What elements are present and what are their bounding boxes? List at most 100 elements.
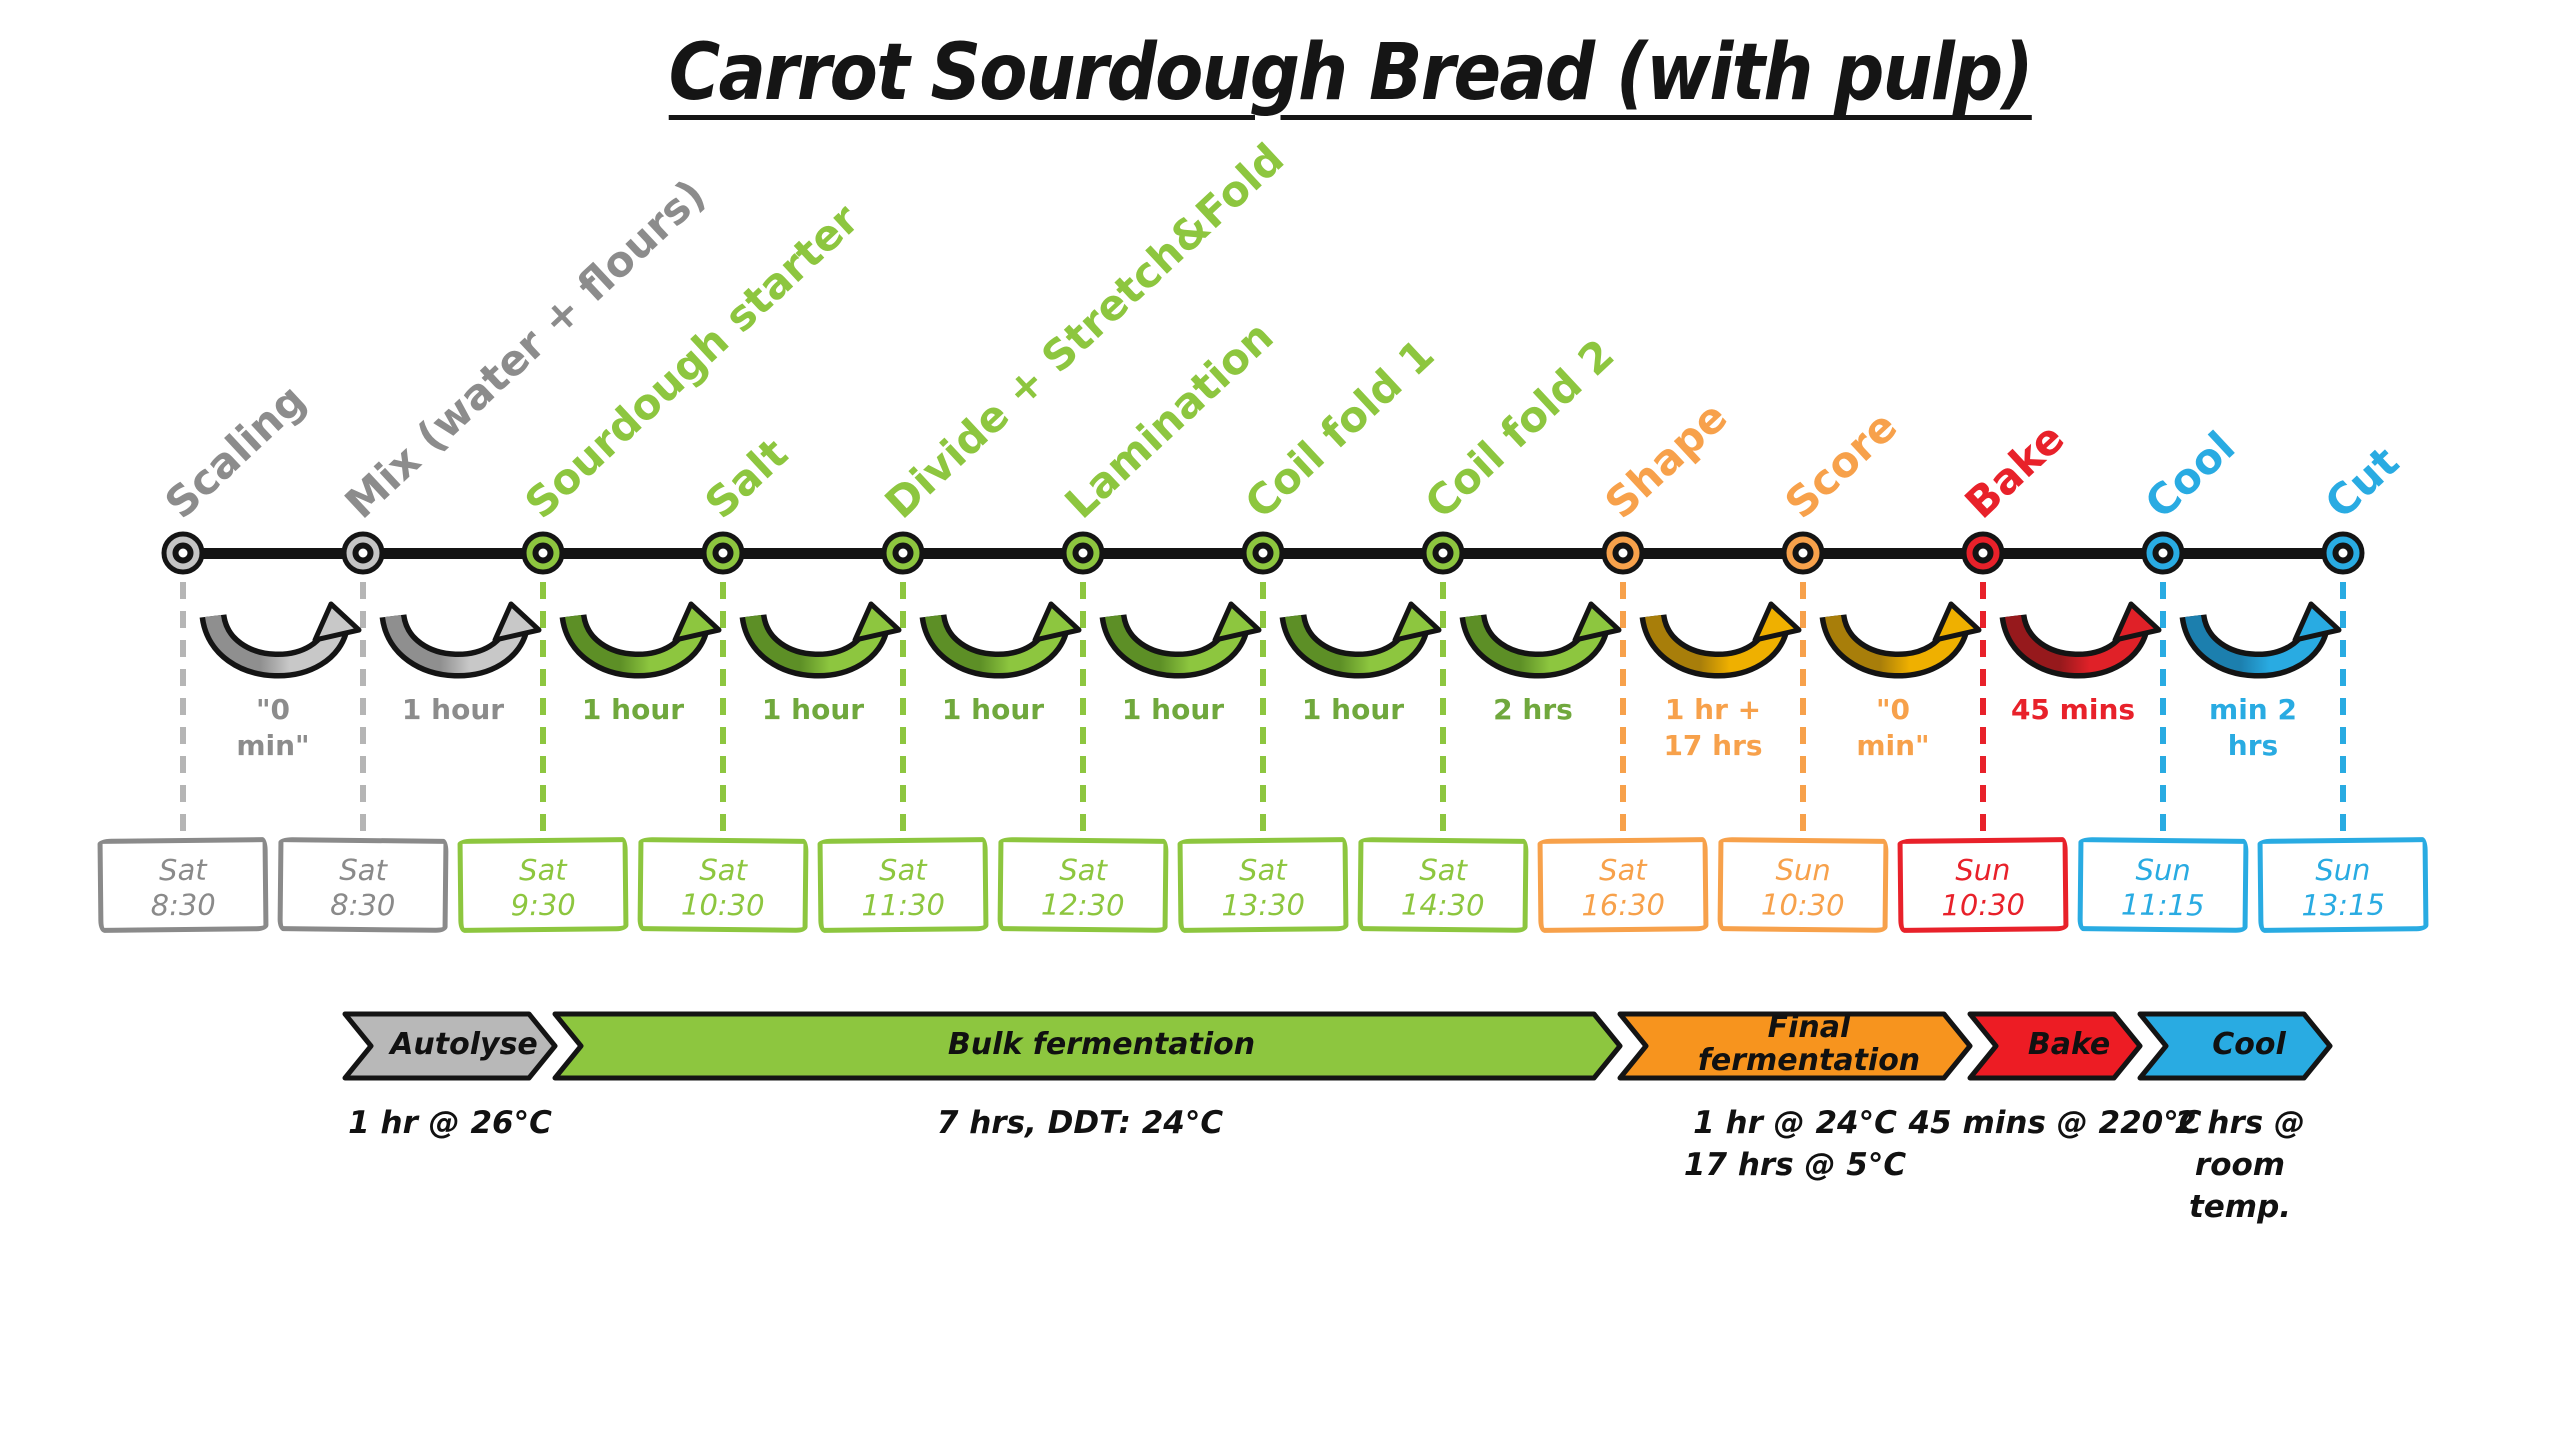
date-time: 16:30 [1581, 887, 1666, 923]
date-time: 10:30 [1760, 887, 1845, 923]
phase-segment [552, 1011, 1623, 1081]
interval-duration: 1 hour [1121, 693, 1225, 726]
timeline-node [701, 531, 745, 575]
date-box: Sat 11:30 [817, 837, 989, 933]
dashed-connector [1620, 582, 1626, 832]
dashed-connector [1260, 582, 1266, 832]
step-label: Cut [2315, 437, 2409, 528]
interval-arrow [1639, 601, 1802, 679]
timeline-node [161, 531, 205, 575]
step-label: Salt [695, 428, 798, 528]
dashed-connector [2340, 582, 2346, 832]
date-day: Sat [1419, 852, 1468, 888]
interval-duration: 1 hr + 17 hrs [1663, 693, 1763, 762]
step-label: Mix (water + flours) [335, 169, 715, 528]
phase-segment [1967, 1011, 2143, 1081]
date-day: Sat [1059, 852, 1108, 888]
dashed-connector [1080, 582, 1086, 832]
phase-segment [342, 1011, 558, 1081]
page-title-wrap: Carrot Sourdough Bread (with pulp) [140, 28, 2560, 118]
date-day: Sat [1238, 852, 1287, 888]
date-time: 10:30 [680, 887, 765, 923]
step-label: Score [1775, 401, 1907, 528]
dashed-connector [720, 582, 726, 832]
phase-detail: 1 hr @ 26°C [348, 1105, 552, 1141]
interval-duration: "0 min" [1856, 693, 1930, 762]
phase-segment [2137, 1011, 2333, 1081]
date-time: 13:30 [1221, 887, 1306, 923]
date-box: Sat 8:30 [97, 837, 269, 933]
timeline-node [1961, 531, 2005, 575]
interval-duration: 2 hrs [1493, 693, 1573, 726]
page-title: Carrot Sourdough Bread (with pulp) [668, 28, 2033, 118]
date-day: Sat [518, 852, 567, 888]
date-day: Sun [2315, 852, 2371, 888]
phase-bar [342, 1011, 2333, 1081]
dashed-connector [1980, 582, 1986, 832]
interval-arrow [559, 601, 722, 679]
date-box: Sat 13:30 [1177, 837, 1349, 933]
dashed-connector [1440, 582, 1446, 832]
phase-detail: 45 mins @ 220°C [1908, 1105, 2202, 1141]
dashed-connector [1800, 582, 1806, 832]
timeline-node [1241, 531, 1285, 575]
date-box: Sun 11:15 [2077, 837, 2249, 933]
dashed-connector [540, 582, 546, 832]
phase-detail: 2 hrs @ room temp. [2175, 1105, 2305, 1225]
step-label: Sourdough starter [515, 194, 869, 528]
timeline-node [2321, 531, 2365, 575]
dashed-connector [360, 582, 366, 832]
date-box: Sat 12:30 [997, 837, 1169, 933]
step-label: Shape [1595, 391, 1737, 528]
interval-arrow [2179, 601, 2342, 679]
date-time: 10:30 [1941, 887, 2026, 923]
date-day: Sat [1598, 852, 1647, 888]
date-box: Sun 10:30 [1897, 837, 2069, 933]
interval-duration: 1 hour [941, 693, 1045, 726]
interval-arrow [379, 601, 542, 679]
interval-arrow [739, 601, 902, 679]
interval-duration: "0 min" [236, 693, 310, 762]
interval-duration: 1 hour [761, 693, 865, 726]
interval-duration: 1 hour [401, 693, 505, 726]
phase-detail: 1 hr @ 24°C 17 hrs @ 5°C [1683, 1105, 1907, 1183]
phase-detail: 7 hrs, DDT: 24°C [936, 1105, 1224, 1141]
date-day: Sun [2135, 852, 2191, 888]
date-time: 14:30 [1400, 887, 1485, 923]
timeline-node [341, 531, 385, 575]
dashed-connector [2160, 582, 2166, 832]
interval-arrow [1099, 601, 1262, 679]
date-box: Sat 14:30 [1357, 837, 1529, 933]
step-label: Cool [2135, 421, 2245, 528]
date-day: Sat [699, 852, 748, 888]
interval-duration: 45 mins [2010, 693, 2136, 726]
timeline-node [2141, 531, 2185, 575]
date-box: Sat 8:30 [277, 837, 449, 933]
step-label: Bake [1955, 413, 2074, 528]
dashed-connector [900, 582, 906, 832]
interval-arrow [1819, 601, 1982, 679]
date-time: 8:30 [330, 887, 396, 923]
date-day: Sat [878, 852, 927, 888]
date-box: Sat 16:30 [1537, 837, 1709, 933]
timeline-node [881, 531, 925, 575]
date-box: Sun 13:15 [2257, 837, 2429, 933]
date-time: 11:15 [2120, 887, 2205, 923]
interval-duration: 1 hour [1301, 693, 1405, 726]
step-label: Coil fold 2 [1415, 329, 1624, 528]
timeline-node [1421, 531, 1465, 575]
date-box: Sat 9:30 [457, 837, 629, 933]
timeline-node [521, 531, 565, 575]
interval-arrow [1279, 601, 1442, 679]
interval-arrow [1459, 601, 1622, 679]
step-label: Scaling [155, 374, 315, 528]
timeline-node [1781, 531, 1825, 575]
date-time: 11:30 [861, 887, 946, 923]
date-day: Sat [339, 852, 388, 888]
date-time: 9:30 [510, 887, 576, 923]
dashed-connector [180, 582, 186, 832]
interval-duration: 1 hour [581, 693, 685, 726]
interval-arrow [919, 601, 1082, 679]
date-box: Sat 10:30 [637, 837, 809, 933]
